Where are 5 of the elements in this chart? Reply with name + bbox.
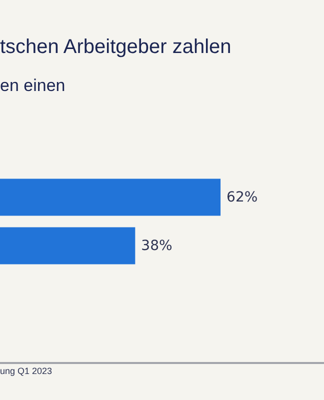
text: ung Q1 2023 <box>0 366 52 376</box>
data-label: 38% <box>141 238 172 254</box>
chart-title: tschen Arbeitgeber zahlen <box>0 36 232 59</box>
data-label: 62% <box>226 189 258 206</box>
chart-subtitle: en einen <box>0 76 66 96</box>
